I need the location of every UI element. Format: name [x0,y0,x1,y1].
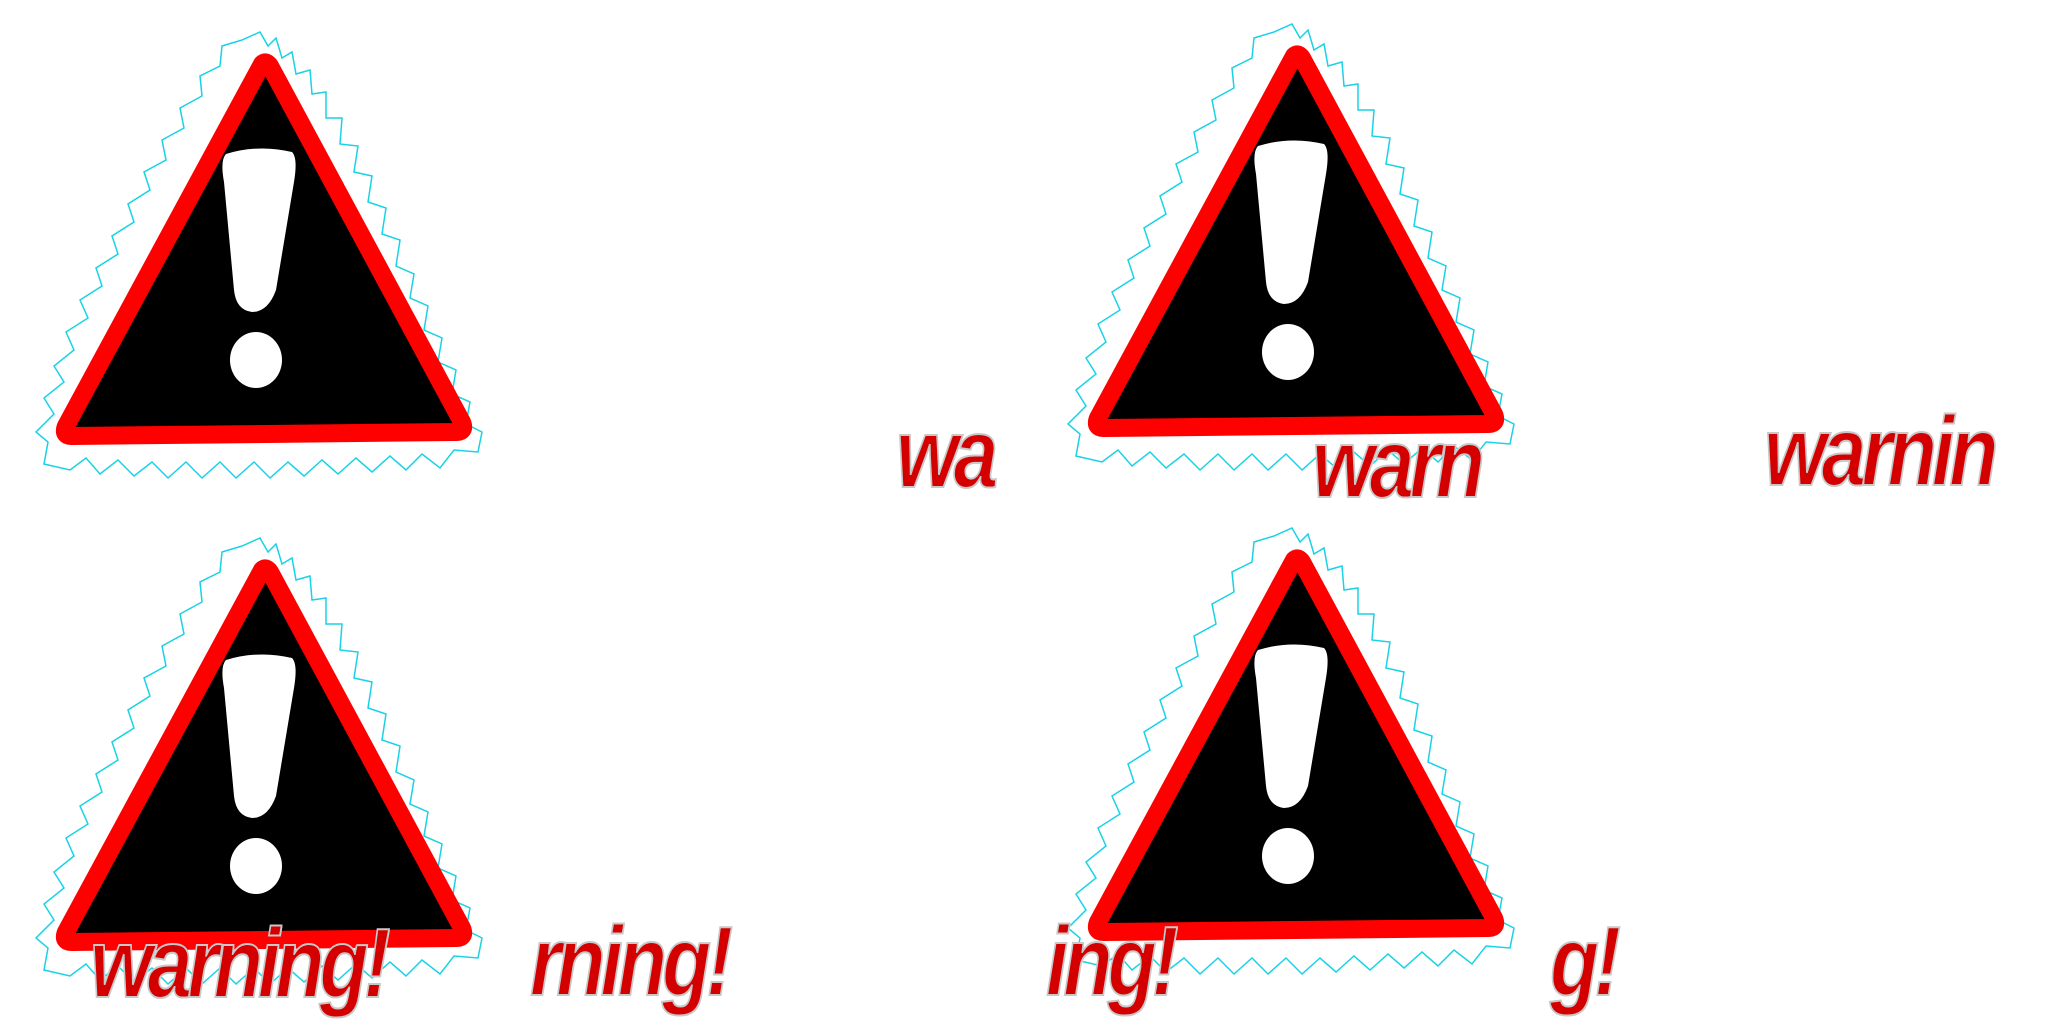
warning-text-fragment: ing! [1045,906,1179,1016]
warning-text-fragment: warnin [1763,396,1999,506]
warning-text-fragment: g! [1549,906,1622,1016]
warning-text-full: warning! [89,908,391,1018]
warning-text-fragment: warn [1311,408,1485,518]
warning-triangle-icon [30,22,550,502]
warning-text-fragment: rning! [529,906,734,1016]
warning-text-fragment: wa [895,398,999,508]
